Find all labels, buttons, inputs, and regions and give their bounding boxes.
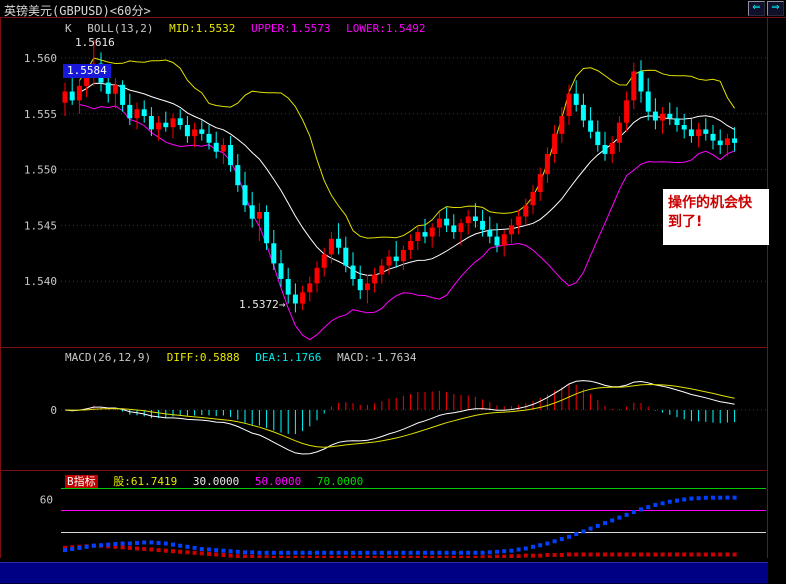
scroll-left-button[interactable]: ⇐	[748, 1, 765, 16]
svg-text:60: 60	[40, 494, 53, 507]
candlestick-chart-canvas[interactable]: 1.560 1.555 1.550 1.545 1.540	[1, 18, 767, 347]
analyst-callout-note: 操作的机会快到了!	[663, 189, 769, 245]
chart-frame: 1.560 1.555 1.550 1.545 1.540 K BOLL(13,2) M…	[0, 18, 769, 558]
svg-text:1.555: 1.555	[24, 108, 57, 121]
svg-text:0: 0	[50, 404, 57, 417]
bottom-scrollbar[interactable]	[0, 562, 768, 584]
current-price-marker: 1.5584	[63, 64, 111, 78]
nav-buttons: ⇐ ⇒	[748, 1, 784, 16]
svg-text:1.545: 1.545	[24, 219, 57, 232]
b-indicator-panel: 60 B指标 股:61.7419 30.0000 50.0000 70.0000	[1, 470, 767, 558]
main-chart-panel: 1.560 1.555 1.550 1.545 1.540 K BOLL(13,2) M…	[1, 18, 769, 347]
b-indicator-chart-canvas[interactable]: 60	[1, 471, 767, 558]
title-bar: 英镑美元(GBPUSD)<60分> ⇐ ⇒	[0, 0, 786, 18]
window-title: 英镑美元(GBPUSD)<60分>	[4, 4, 151, 18]
low-price-annotation: 1.5372→	[239, 298, 286, 311]
scroll-right-button[interactable]: ⇒	[767, 1, 784, 16]
svg-text:1.560: 1.560	[24, 52, 57, 65]
peak-price-annotation: 1.5616	[75, 36, 115, 49]
svg-text:1.540: 1.540	[24, 275, 57, 288]
macd-chart-canvas[interactable]: 0	[1, 348, 767, 470]
svg-text:1.550: 1.550	[24, 164, 57, 177]
macd-panel: 0 MACD(26,12,9) DIFF:0.5888 DEA:1.1766 M…	[1, 347, 767, 470]
